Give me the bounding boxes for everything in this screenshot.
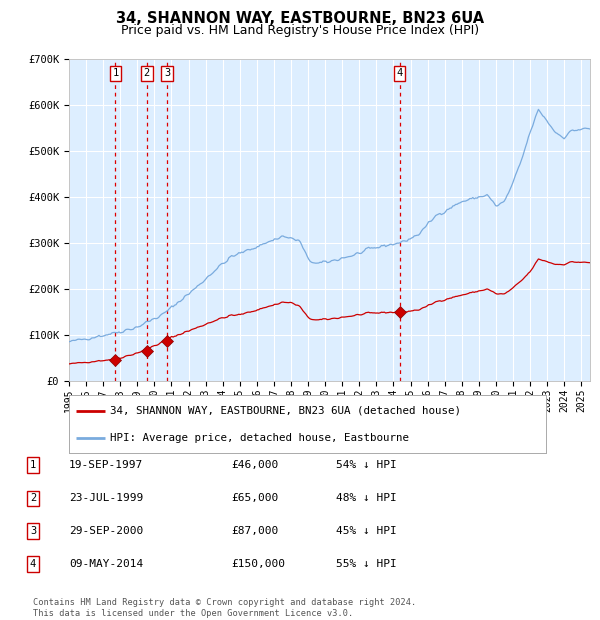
Text: £46,000: £46,000 — [231, 460, 278, 470]
Text: 54% ↓ HPI: 54% ↓ HPI — [336, 460, 397, 470]
Text: 3: 3 — [164, 68, 170, 78]
Text: 48% ↓ HPI: 48% ↓ HPI — [336, 494, 397, 503]
Text: £150,000: £150,000 — [231, 559, 285, 569]
Text: 19-SEP-1997: 19-SEP-1997 — [69, 460, 143, 470]
Text: 2: 2 — [30, 494, 36, 503]
Text: 34, SHANNON WAY, EASTBOURNE, BN23 6UA: 34, SHANNON WAY, EASTBOURNE, BN23 6UA — [116, 11, 484, 26]
Text: 2: 2 — [144, 68, 150, 78]
Text: 1: 1 — [112, 68, 119, 78]
Text: 23-JUL-1999: 23-JUL-1999 — [69, 494, 143, 503]
Text: £87,000: £87,000 — [231, 526, 278, 536]
Text: 34, SHANNON WAY, EASTBOURNE, BN23 6UA (detached house): 34, SHANNON WAY, EASTBOURNE, BN23 6UA (d… — [110, 405, 461, 415]
Text: 3: 3 — [30, 526, 36, 536]
Text: 45% ↓ HPI: 45% ↓ HPI — [336, 526, 397, 536]
Text: 4: 4 — [397, 68, 403, 78]
Text: Price paid vs. HM Land Registry's House Price Index (HPI): Price paid vs. HM Land Registry's House … — [121, 24, 479, 37]
Text: 09-MAY-2014: 09-MAY-2014 — [69, 559, 143, 569]
Text: 1: 1 — [30, 460, 36, 470]
Text: Contains HM Land Registry data © Crown copyright and database right 2024.
This d: Contains HM Land Registry data © Crown c… — [33, 598, 416, 618]
Text: HPI: Average price, detached house, Eastbourne: HPI: Average price, detached house, East… — [110, 433, 409, 443]
Text: 4: 4 — [30, 559, 36, 569]
Text: 55% ↓ HPI: 55% ↓ HPI — [336, 559, 397, 569]
Text: 29-SEP-2000: 29-SEP-2000 — [69, 526, 143, 536]
Text: £65,000: £65,000 — [231, 494, 278, 503]
